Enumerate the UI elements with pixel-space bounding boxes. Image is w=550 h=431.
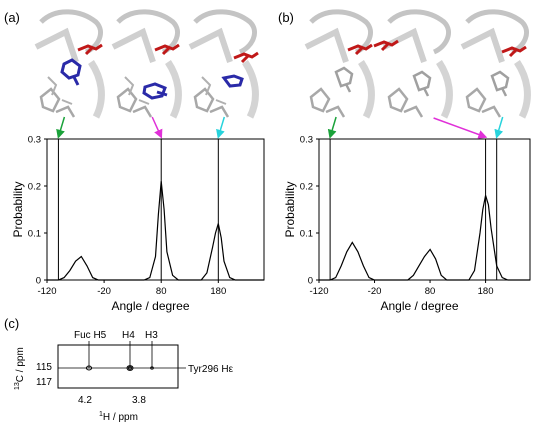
chart-b: 0 0.1 0.2 0.3 -120 -20 80 180 Angle / degree Prob… <box>283 116 531 313</box>
nmr-x-axis-sup: 1 <box>99 411 103 418</box>
chart-a: 0 0.1 0.2 0.3 -120 -20 80 180 Angle / degree Prob… <box>11 116 265 313</box>
nmr-frame <box>57 344 179 389</box>
structure-image-b2 <box>373 9 453 119</box>
x-axis-title-b: Angle / degree <box>380 299 458 313</box>
nmr-peak-h4-outer <box>126 365 134 371</box>
y-axis-title-a: Probability <box>11 181 25 237</box>
structure-image-b1 <box>304 9 375 119</box>
chart-frame-a <box>46 138 265 281</box>
nmr-x-axis-title: 1H / ppm <box>99 411 138 423</box>
x-tick-label-a: -120 <box>37 286 56 297</box>
nmr-xtick-3-8: 3.8 <box>132 395 146 406</box>
x-tick-label-b: 180 <box>478 286 494 297</box>
y-tick-label-a: 0.1 <box>28 229 41 240</box>
nmr-x-axis-main: H / ppm <box>103 412 138 423</box>
structure-image-a3 <box>188 9 259 119</box>
nmr-ytick-117: 117 <box>36 377 52 388</box>
structure-image-a1 <box>34 9 105 119</box>
probability-curve-b <box>319 195 530 281</box>
x-tick-label-b: 80 <box>425 286 436 297</box>
cyan-arrow-b <box>494 116 504 139</box>
x-tick-label-a: -20 <box>97 286 111 297</box>
probability-curve-a <box>47 181 264 281</box>
green-arrow-a <box>56 116 66 139</box>
y-tick-label-a: 0 <box>36 276 41 287</box>
cyan-arrow-a <box>216 116 226 139</box>
nmr-label-tyr296: Tyr296 Hε <box>188 364 234 375</box>
nmr-y-axis-sup: 13 <box>14 382 21 390</box>
y-tick-label-a: 0.3 <box>28 135 41 146</box>
panel-label-b: (b) <box>278 10 294 25</box>
nmr-label-fuc-h5: Fuc H5 <box>74 330 107 341</box>
x-tick-label-a: 180 <box>210 286 226 297</box>
panel-label-a: (a) <box>4 10 20 25</box>
nmr-label-h3: H3 <box>145 330 158 341</box>
x-tick-label-a: 80 <box>156 286 167 297</box>
y-tick-label-b: 0.2 <box>300 182 313 193</box>
magenta-arrow-a <box>151 116 163 139</box>
y-tick-label-b: 0.3 <box>300 135 313 146</box>
nmr-peak-h3 <box>150 366 154 370</box>
y-tick-label-b: 0 <box>308 276 313 287</box>
structure-image-a2 <box>111 9 182 119</box>
nmr-peak-fuc-h5 <box>85 365 93 371</box>
svg-text:13C / ppm: 13C / ppm <box>14 347 26 390</box>
nmr-y-axis-main: C / ppm <box>15 347 26 382</box>
panel-label-c: (c) <box>4 316 19 331</box>
x-tick-label-b: -120 <box>309 286 328 297</box>
chart-frame-b <box>318 138 531 281</box>
green-arrow-b <box>327 116 337 139</box>
nmr-xtick-4-2: 4.2 <box>78 395 92 406</box>
nmr-panel: Fuc H5 H4 H3 Tyr296 Hε 115 117 13C / ppm… <box>14 330 234 423</box>
nmr-ytick-115: 115 <box>36 362 52 373</box>
y-tick-label-b: 0.1 <box>300 229 313 240</box>
x-tick-label-b: -20 <box>368 286 382 297</box>
structure-image-b3 <box>460 9 531 119</box>
magenta-arrow-b <box>433 117 488 139</box>
nmr-peak-h4-inner <box>127 366 132 370</box>
nmr-label-h4: H4 <box>122 330 135 341</box>
nmr-y-axis-title: 13C / ppm <box>14 347 26 390</box>
x-axis-title-a: Angle / degree <box>111 299 189 313</box>
y-axis-title-b: Probability <box>283 181 297 237</box>
y-tick-label-a: 0.2 <box>28 182 41 193</box>
